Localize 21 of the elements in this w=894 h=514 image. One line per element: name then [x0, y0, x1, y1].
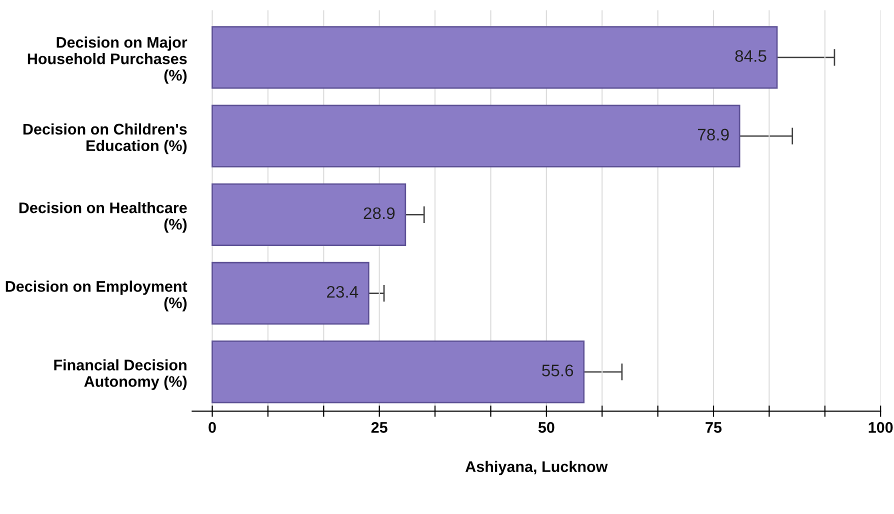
x-axis-title: Ashiyana, Lucknow: [465, 460, 608, 476]
data-label: 28.9: [364, 207, 395, 220]
x-tick-label: 50: [538, 422, 554, 433]
data-label: 78.9: [698, 128, 729, 141]
data-label: 23.4: [327, 286, 358, 298]
bar: [212, 183, 406, 246]
bar: [212, 340, 585, 404]
data-label: 55.6: [542, 364, 574, 376]
y-tick-label: Decision on Employment (%): [6, 280, 188, 312]
bar: [212, 26, 778, 89]
x-tick-label: 100: [868, 422, 893, 433]
y-tick-label: Decision on Major Household Purchases (%): [28, 36, 188, 84]
x-tick-label: 75: [706, 422, 722, 433]
x-tick-label: 25: [371, 422, 388, 433]
y-tick-label: Decision on Healthcare (%): [19, 202, 187, 233]
y-tick-label: Financial Decision Autonomy (%): [54, 359, 187, 390]
data-label: 84.5: [735, 50, 766, 62]
bar: [212, 262, 370, 325]
bar: [212, 104, 740, 168]
y-tick-label: Decision on Children's Education (%): [23, 123, 187, 154]
x-tick-label: 0: [208, 422, 216, 433]
